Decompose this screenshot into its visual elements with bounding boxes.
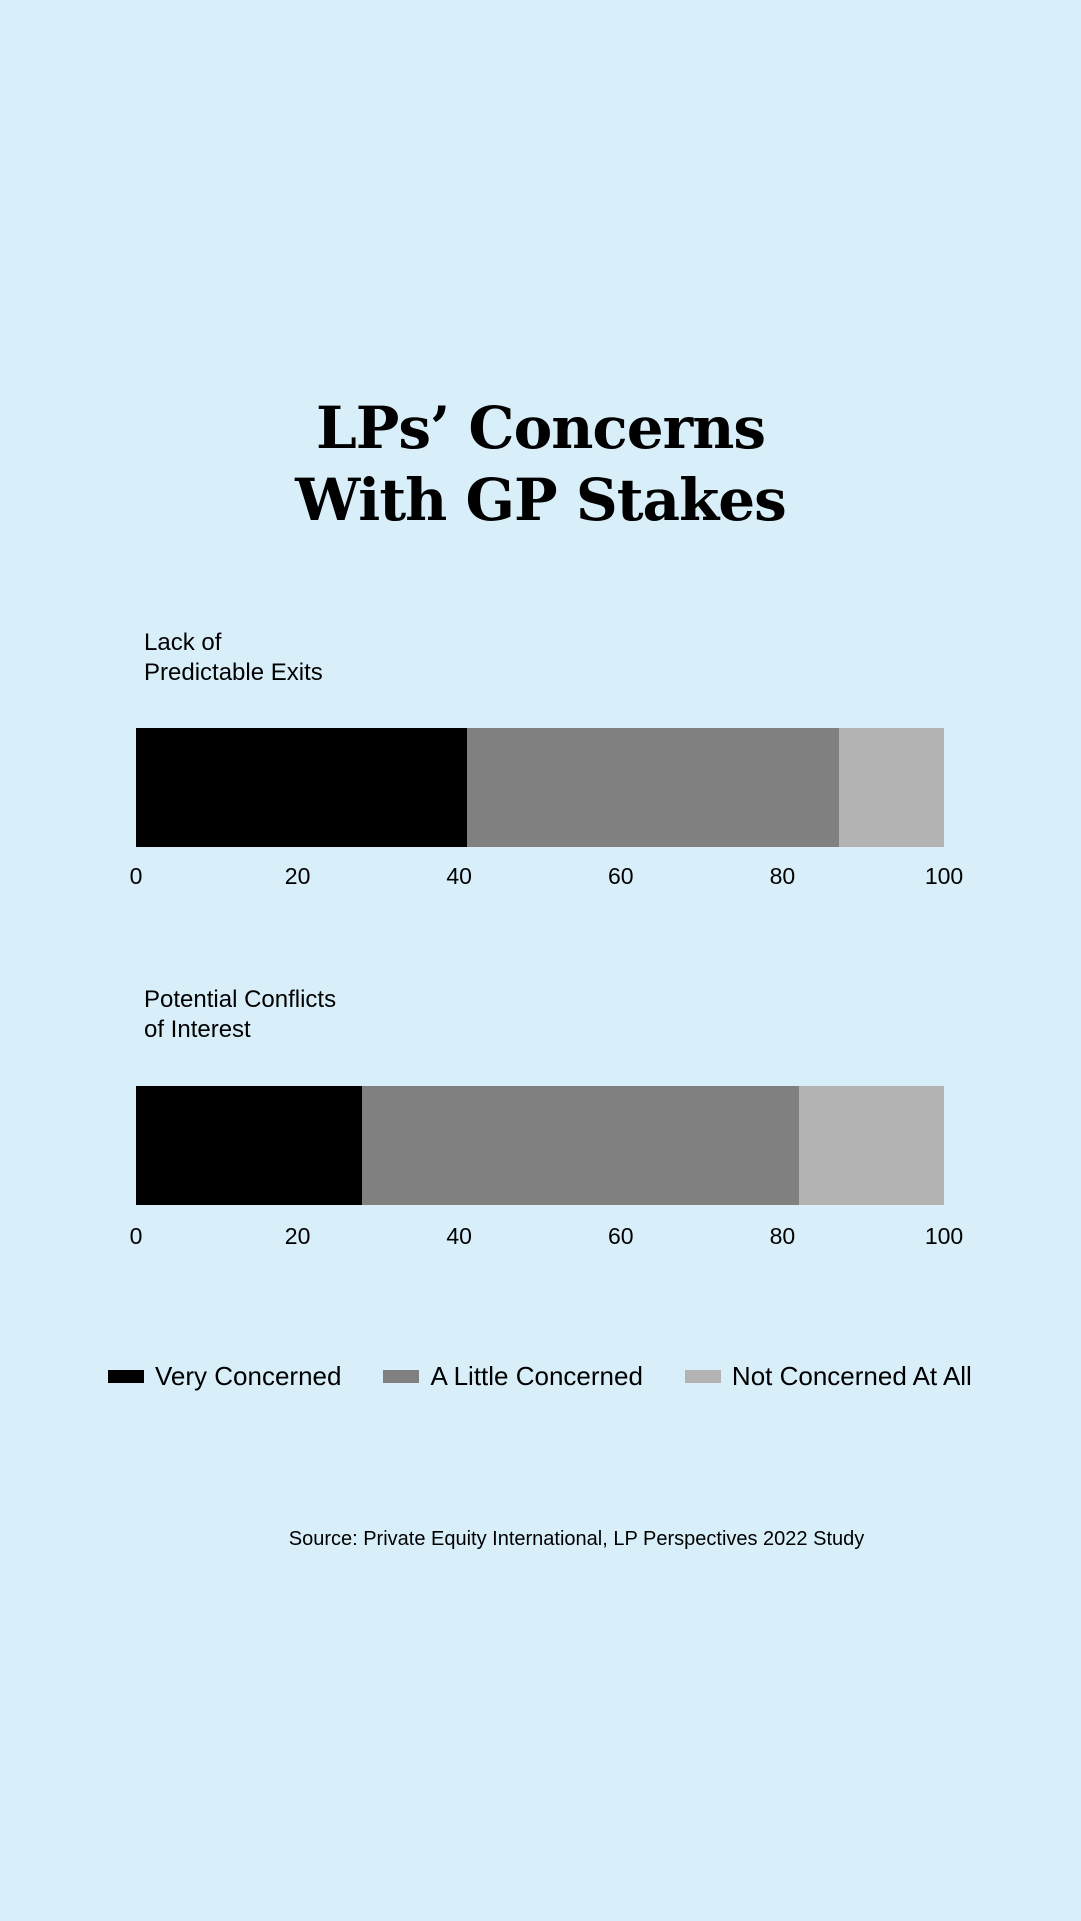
bar-segment-a-little-concerned — [467, 728, 839, 847]
legend-label: Not Concerned At All — [731, 1360, 972, 1391]
x-tick: 60 — [608, 1223, 634, 1249]
x-tick: 100 — [924, 863, 964, 889]
panel-label-line-2: Predictable Exits — [144, 659, 323, 686]
legend-swatch-icon — [684, 1369, 721, 1383]
legend-item-not-concerned: Not Concerned At All — [684, 1360, 972, 1392]
panel-label-line-1: Potential Conflicts — [144, 986, 337, 1013]
x-axis-ticks-predictable-exits: 0 20 40 60 80 100 — [130, 862, 964, 890]
chart-title-line-2: With GP Stakes — [295, 466, 787, 534]
x-tick: 80 — [769, 863, 796, 889]
x-tick: 0 — [129, 863, 143, 889]
x-tick: 20 — [284, 1223, 311, 1249]
x-tick: 100 — [924, 1223, 964, 1249]
x-tick: 40 — [446, 1223, 472, 1249]
x-tick: 20 — [284, 863, 311, 889]
source-note: Source: Private Equity International, LP… — [288, 1528, 865, 1550]
x-axis-ticks-conflicts-of-interest: 0 20 40 60 80 100 — [130, 1222, 964, 1250]
stacked-bar-predictable-exits — [136, 728, 944, 847]
x-tick: 40 — [446, 863, 472, 889]
chart-title-line-1: LPs’ Concerns — [315, 394, 766, 462]
x-tick: 60 — [608, 863, 634, 889]
bar-segment-very-concerned — [136, 728, 468, 847]
stacked-bar-conflicts-of-interest — [136, 1086, 944, 1205]
panel-label-line-1: Lack of — [144, 629, 222, 656]
legend-item-a-little-concerned: A Little Concerned — [383, 1360, 643, 1392]
bar-segment-a-little-concerned — [362, 1086, 799, 1205]
legend-swatch-icon — [108, 1369, 144, 1383]
chart-title: LPs’ Concerns With GP Stakes — [0, 392, 1081, 536]
panel-label-predictable-exits: Lack of Predictable Exits — [144, 628, 323, 688]
legend-label: Very Concerned — [155, 1360, 342, 1391]
legend-item-very-concerned: Very Concerned — [108, 1361, 341, 1392]
bar-segment-not-concerned — [798, 1086, 944, 1205]
panel-label-conflicts-of-interest: Potential Conflicts of Interest — [144, 985, 336, 1045]
chart-legend: Very Concerned A Little Concerned Not Co… — [108, 1360, 972, 1392]
x-tick: 0 — [129, 1223, 143, 1249]
bar-segment-very-concerned — [136, 1086, 363, 1205]
legend-swatch-icon — [383, 1369, 420, 1383]
legend-label: A Little Concerned — [430, 1360, 643, 1391]
panel-label-line-2: of Interest — [144, 1016, 251, 1043]
bar-segment-not-concerned — [838, 728, 944, 847]
x-tick: 80 — [769, 1223, 796, 1249]
